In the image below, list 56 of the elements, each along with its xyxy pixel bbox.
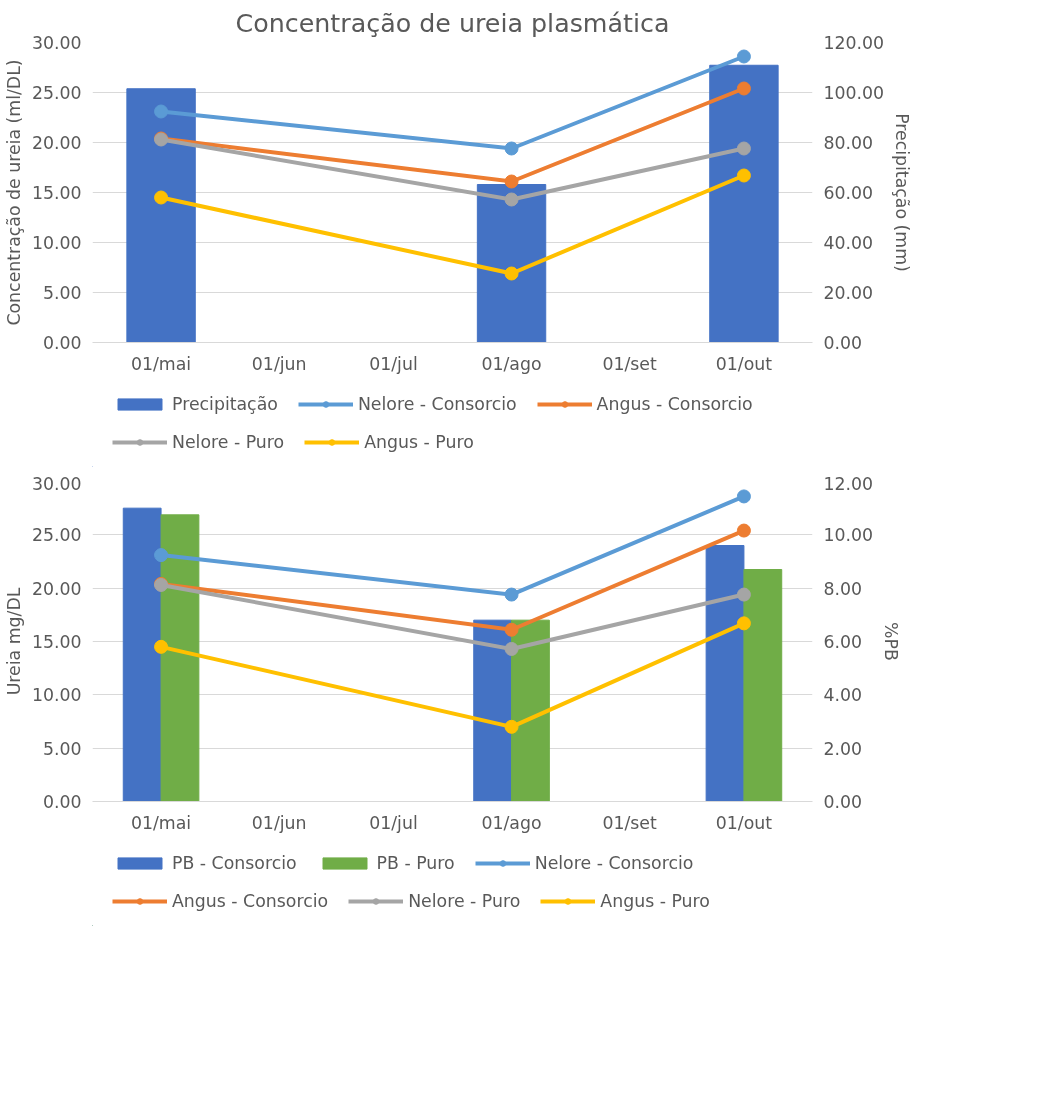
y2-tick-label: 10.00 [823,525,874,546]
legend-label: Nelore - Puro [408,891,521,911]
y-axis-title: Ureia mg/DL [3,587,24,696]
legend-label: Nelore - Puro [172,432,285,452]
y2-tick-label: 100.00 [823,83,885,103]
y-tick-label: 15.00 [31,183,82,203]
y-tick-label: 10.00 [31,685,82,706]
y2-tick-label: 0.00 [823,333,863,353]
y2-tick-label: 120.00 [823,33,885,53]
x-tick-label: 01/set [602,353,658,374]
x-tick-label: 01/mai [130,353,192,374]
legend-label: Angus - Consorcio [596,394,753,414]
y-axis-title: Concentração de ureia (ml/DL) [3,59,24,326]
y-tick-label: 25.00 [31,83,82,103]
x-tick-label: 01/out [715,353,773,374]
legend-label: Nelore - Consorcio [357,394,517,414]
legend-label: Angus - Consorcio [172,891,329,911]
y2-tick-label: 6.00 [823,632,863,652]
y2-tick-label: 40.00 [823,233,874,253]
y-tick-label: 30.00 [31,33,82,53]
y-tick-label: 5.00 [42,283,82,303]
x-tick-label: 01/ago [481,812,542,833]
y2-tick-label: 4.00 [823,685,863,706]
y2-tick-label: 80.00 [823,133,874,153]
x-tick-label: 01/jul [369,353,418,374]
y2-axis-title: Precipitação (mm) [892,113,913,272]
legend-label: PB - Puro [376,853,455,873]
legend-label: Angus - Puro [364,432,474,452]
legend-label: Nelore - Consorcio [534,853,694,873]
y-tick-label: 5.00 [42,738,82,759]
x-tick-label: 01/jun [251,353,307,374]
y2-tick-label: 8.00 [823,578,863,599]
x-tick-label: 01/out [715,812,773,833]
x-tick-label: 01/ago [481,353,542,374]
y2-tick-label: 12.00 [823,473,874,494]
y-tick-label: 15.00 [31,632,82,652]
y2-tick-label: 60.00 [823,183,874,203]
chart-title: Concentração de ureia plasmática [235,7,670,38]
y-tick-label: 25.00 [31,525,82,546]
x-tick-label: 01/jul [369,812,418,833]
y-tick-label: 0.00 [42,333,82,353]
x-tick-label: 01/set [602,812,658,833]
y-tick-label: 10.00 [31,233,82,253]
y-tick-label: 30.00 [31,473,82,494]
x-tick-label: 01/jun [251,812,307,833]
y-tick-label: 0.00 [42,792,82,812]
legend-label: Precipitação [172,394,278,414]
y2-tick-label: 20.00 [823,283,874,303]
legend-label: PB - Consorcio [172,853,297,873]
legend-label: Angus - Puro [600,891,710,911]
y2-tick-label: 0.00 [823,792,863,812]
y2-axis-title: %PB [881,622,902,661]
y-tick-label: 20.00 [31,133,82,153]
y2-tick-label: 2.00 [823,738,863,759]
x-tick-label: 01/mai [130,812,192,833]
y-tick-label: 20.00 [31,578,82,599]
